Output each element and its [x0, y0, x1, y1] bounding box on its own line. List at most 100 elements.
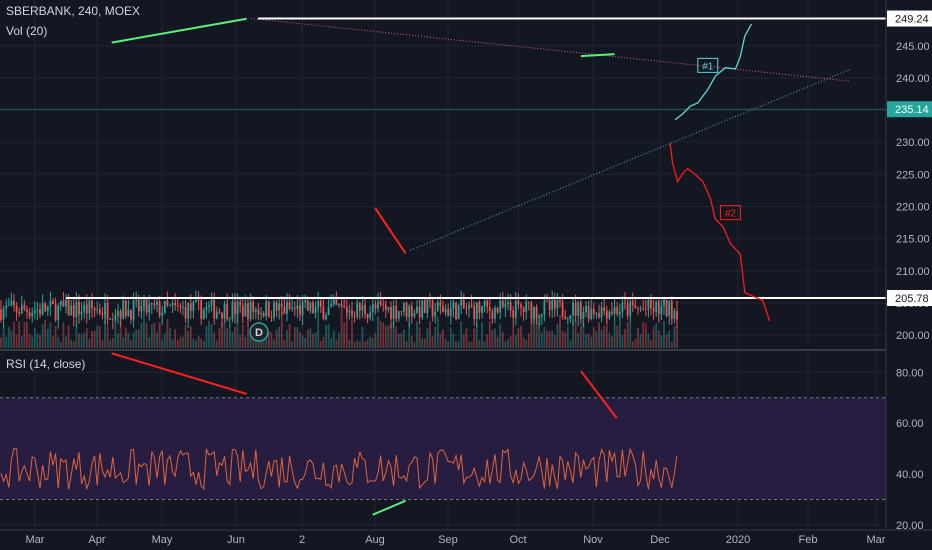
- candle: [114, 315, 117, 320]
- volume-bar: [169, 328, 171, 348]
- candle: [418, 306, 421, 318]
- candle: [603, 307, 606, 311]
- candle: [377, 301, 379, 309]
- volume-bar: [616, 325, 619, 348]
- volume-bar: [104, 309, 106, 348]
- volume-bar: [559, 315, 561, 348]
- volume-bar: [273, 339, 275, 348]
- candle: [187, 303, 190, 319]
- rsi-label: RSI (14, close): [6, 357, 86, 371]
- volume-bar: [592, 327, 595, 348]
- candle: [369, 312, 372, 318]
- candle: [127, 309, 130, 317]
- volume-bar: [5, 336, 8, 348]
- candle: [543, 301, 546, 315]
- volume-bar: [262, 334, 265, 348]
- volume-bar: [33, 328, 36, 348]
- candle: [491, 311, 494, 319]
- candle: [559, 300, 561, 302]
- candle: [455, 302, 457, 320]
- candle: [631, 301, 634, 306]
- candle: [85, 304, 88, 314]
- candle: [202, 309, 205, 320]
- volume-bar: [13, 321, 15, 348]
- candle: [44, 303, 47, 312]
- candle: [530, 303, 533, 320]
- candle: [78, 301, 80, 315]
- volume-bar: [660, 335, 663, 348]
- volume-bar: [522, 337, 525, 348]
- candle: [548, 301, 551, 310]
- volume-bar: [569, 340, 572, 348]
- volume-bar: [499, 323, 502, 348]
- rsi-tick-label: 40.00: [896, 469, 924, 481]
- candle: [205, 306, 208, 310]
- candle: [330, 303, 333, 307]
- volume-bar: [249, 329, 252, 348]
- volume-bar: [0, 337, 2, 348]
- volume-bar: [153, 322, 156, 348]
- volume-bar: [577, 332, 580, 348]
- volume-bar: [582, 313, 585, 348]
- candle: [517, 300, 520, 305]
- volume-bar: [93, 330, 96, 348]
- volume-bar: [566, 326, 569, 348]
- volume-bar: [397, 333, 400, 348]
- candle: [449, 308, 452, 316]
- candle: [293, 307, 296, 310]
- volume-bar: [509, 336, 512, 348]
- volume-bar: [322, 336, 325, 348]
- candle: [0, 309, 2, 320]
- candle: [265, 301, 268, 317]
- volume-bar: [293, 327, 296, 348]
- candle: [473, 305, 476, 319]
- candle: [405, 302, 408, 317]
- volume-bar: [356, 340, 359, 348]
- volume-bar: [423, 338, 426, 348]
- candle: [254, 309, 257, 312]
- volume-bar: [395, 326, 398, 348]
- volume-bar: [494, 328, 496, 348]
- candle: [556, 300, 559, 309]
- volume-bar: [306, 329, 309, 348]
- volume-bar: [553, 334, 556, 348]
- candle: [132, 300, 135, 320]
- candle: [670, 300, 673, 319]
- candle: [46, 306, 49, 312]
- volume-bar: [457, 341, 460, 348]
- candle: [587, 306, 590, 320]
- projection-label-text: #1: [702, 61, 714, 72]
- candle: [546, 301, 548, 302]
- candle: [618, 311, 621, 315]
- volume-bar: [130, 339, 132, 348]
- candle: [13, 300, 15, 306]
- candle: [423, 300, 426, 313]
- volume-bar: [67, 325, 70, 348]
- candle: [514, 300, 517, 318]
- volume-bar: [483, 341, 486, 348]
- volume-bar: [637, 328, 639, 348]
- volume-bar: [366, 339, 369, 348]
- time-tick-label: Jun: [227, 534, 245, 546]
- volume-bar: [119, 320, 122, 348]
- candle: [442, 306, 444, 313]
- candle: [371, 304, 374, 313]
- candle: [564, 316, 567, 319]
- volume-bar: [78, 333, 80, 348]
- volume-bar: [361, 326, 364, 348]
- candle: [366, 314, 369, 318]
- candle: [327, 306, 330, 316]
- volume-bar: [114, 313, 117, 348]
- candle: [122, 300, 125, 319]
- candle: [200, 300, 203, 320]
- candle: [364, 304, 366, 315]
- candle: [80, 311, 83, 315]
- volume-bar: [166, 319, 169, 348]
- price-tick-label: 215.00: [896, 234, 930, 246]
- dividend-marker: D: [249, 322, 269, 342]
- volume-bar: [291, 341, 294, 348]
- candle: [208, 305, 210, 307]
- volume-bar: [156, 332, 158, 348]
- volume-bar: [374, 333, 377, 348]
- candle: [41, 303, 44, 315]
